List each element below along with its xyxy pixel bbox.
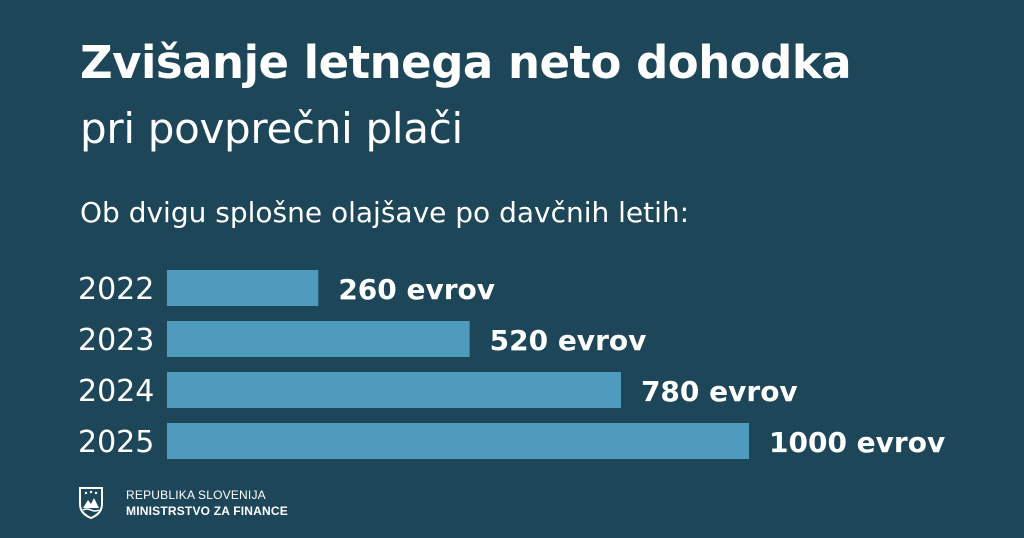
- slovenia-coat-of-arms-icon: [79, 487, 103, 520]
- chart-intro-text: Ob dvigu splošne olajšave po davčnih let…: [80, 196, 690, 229]
- chart-title: Zvišanje letnega neto dohodka: [80, 36, 852, 89]
- value-label-2024: 780 evrov: [641, 375, 798, 408]
- category-label-2023: 2023: [78, 323, 154, 358]
- bar-2022: [167, 270, 319, 306]
- chart-subtitle: pri povprečni plači: [80, 104, 463, 153]
- value-label-2022: 260 evrov: [338, 273, 495, 306]
- footer-republic-label: REPUBLIKA SLOVENIJA: [126, 488, 266, 502]
- bar-2024: [167, 372, 621, 408]
- category-label-2022: 2022: [78, 272, 154, 307]
- footer: REPUBLIKA SLOVENIJA MINISTRSTVO ZA FINAN…: [78, 486, 288, 520]
- value-label-2025: 1000 evrov: [769, 426, 945, 459]
- bar-2023: [167, 321, 470, 357]
- bar-2025: [167, 423, 749, 459]
- footer-ministry-label: MINISTRSTVO ZA FINANCE: [126, 504, 288, 518]
- value-label-2023: 520 evrov: [490, 324, 647, 357]
- category-label-2025: 2025: [78, 425, 154, 460]
- category-label-2024: 2024: [78, 374, 154, 409]
